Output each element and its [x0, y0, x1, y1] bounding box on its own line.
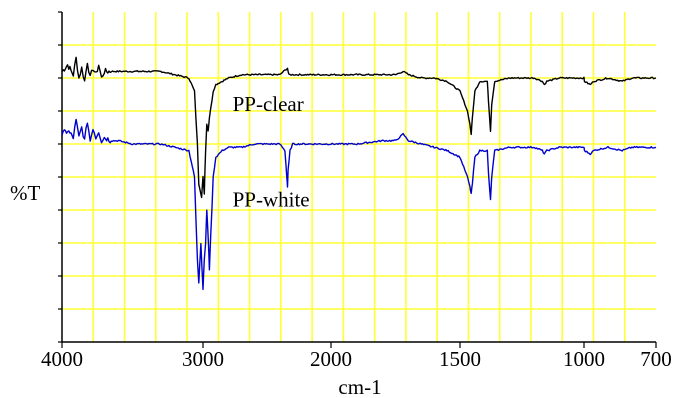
axes [58, 11, 657, 348]
series-line-pp-white [61, 118, 657, 291]
x-tick-label: 700 [640, 347, 672, 371]
x-tick-label: 3000 [182, 347, 224, 371]
annotations: PP-clear PP-white [233, 92, 310, 212]
x-tick-label: 1500 [439, 347, 481, 371]
series-line-pp-clear [61, 56, 657, 199]
series-label: PP-clear [233, 92, 304, 116]
x-tick-label: 1000 [563, 347, 605, 371]
grid [62, 12, 656, 342]
x-tick-label: 4000 [41, 347, 83, 371]
x-axis-label: cm-1 [338, 375, 381, 398]
x-tick-label: 2000 [310, 347, 352, 371]
series-label: PP-white [233, 188, 310, 212]
series-lines [61, 56, 657, 291]
y-axis-label: %T [10, 181, 40, 205]
x-tick-labels: 4000 3000 2000 1500 1000 700 [41, 347, 672, 371]
